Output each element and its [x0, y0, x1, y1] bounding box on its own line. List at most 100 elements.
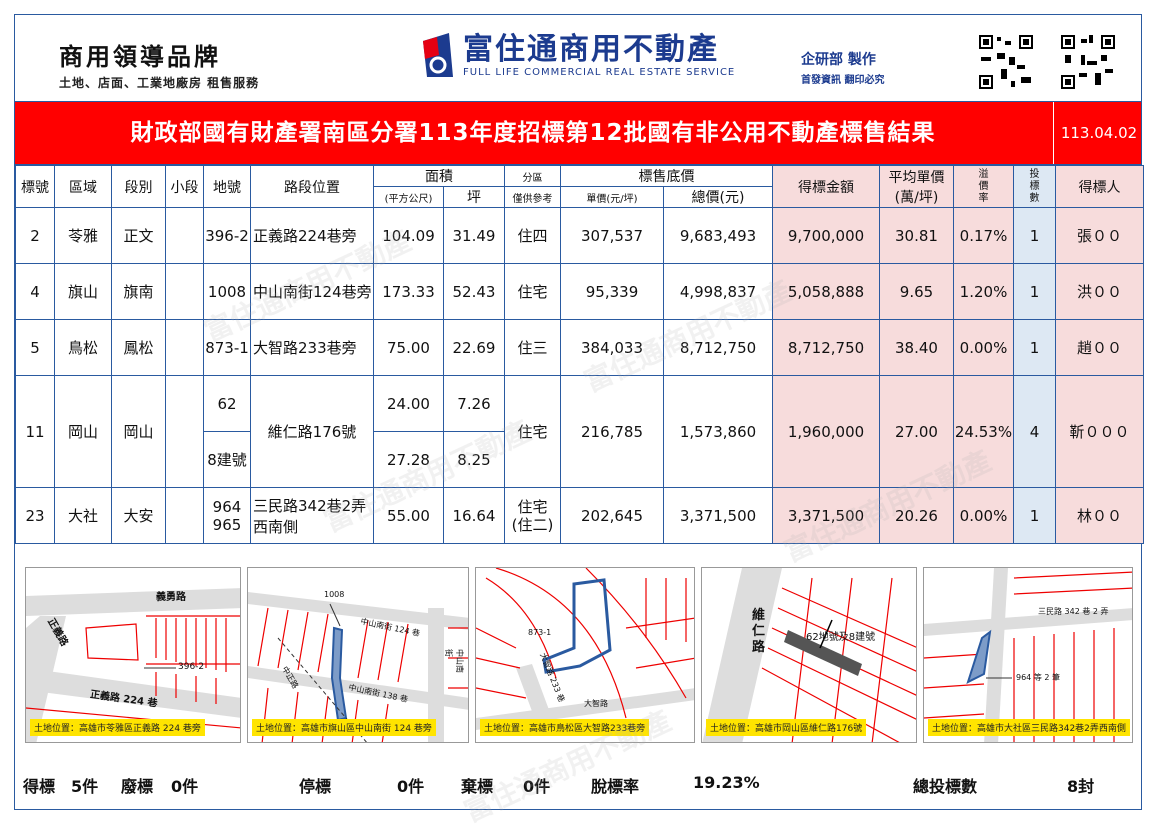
- header-road: 路段位置: [250, 165, 374, 208]
- table-header-row: 標號 區域 段別 小段 地號 路段位置 面積 分區 標售底價 得標金額 平均單價…: [15, 165, 1144, 208]
- header-no: 標號: [15, 165, 55, 208]
- map-panel[interactable]: 義勇路 正義路 396-2 正義路 224 巷 土地位置：高雄市苓雅區正義路 2…: [25, 567, 241, 743]
- cell-no: 23: [15, 487, 55, 544]
- cell-lot-line: 964: [212, 497, 242, 516]
- cell-subsection: [165, 487, 204, 544]
- cell-unit-price: 384,033: [560, 319, 664, 376]
- cell-won-amount: 8,712,750: [772, 319, 880, 376]
- company-logo-icon: [419, 31, 457, 79]
- title-bar: 財政部國有財產署南區分署113年度招標第12批國有非公用不動產標售結果 113.…: [15, 101, 1141, 165]
- summary-abandon-count: 0件: [523, 777, 551, 796]
- cell-lot: 62: [203, 375, 251, 432]
- map-road-label: 義勇路: [156, 592, 186, 603]
- cell-sqm: 75.00: [373, 319, 444, 376]
- cell-lot-line: 965: [212, 515, 242, 534]
- header-avg-price: 平均單價 (萬/坪): [879, 165, 954, 208]
- cell-premium: 0.17%: [953, 207, 1014, 264]
- cell-premium: 0.00%: [953, 487, 1014, 544]
- cell-premium: 24.53%: [953, 375, 1014, 488]
- cell-no: 11: [15, 375, 55, 488]
- table-row: 8建號 27.28 8.25: [16, 431, 1144, 488]
- header-section: 段別: [111, 165, 166, 208]
- summary-void-count: 0件: [171, 777, 199, 796]
- map-panel[interactable]: 873-1 大智路 233 巷 大智路 土地位置：高雄市鳥松區大智路233巷旁: [475, 567, 695, 743]
- cell-lot: 8建號: [203, 431, 251, 488]
- report-frame: 商用領導品牌 土地、店面、工業地廠房 租售服務 富住通商用不動產 FULL LI…: [14, 14, 1144, 829]
- cell-sqm: 55.00: [373, 487, 444, 544]
- auction-results-table: 標號 區域 段別 小段 地號 路段位置 面積 分區 標售底價 得標金額 平均單價…: [15, 165, 1144, 544]
- map-road-label: 中山南街: [444, 649, 464, 673]
- brand-center-name: 富住通商用不動產: [463, 31, 719, 67]
- cell-no: 2: [15, 207, 55, 264]
- map-panel[interactable]: 三民路 342 巷 2 弄 964 等 2 筆 土地位置：高雄市大社區三民路34…: [923, 567, 1133, 743]
- cell-section: 大安: [111, 487, 166, 544]
- cell-bids: 1: [1013, 487, 1056, 544]
- header-base-price: 標售底價: [560, 165, 773, 187]
- cell-bids: 1: [1013, 207, 1056, 264]
- cell-total-price: 9,683,493: [663, 207, 773, 264]
- cell-zone: 住宅 (住二): [504, 487, 561, 544]
- cell-winner: 洪００: [1055, 263, 1144, 320]
- table-row: 23 大社 大安 964 965 三民路342巷2弄西南側 55.00 16.6…: [15, 487, 1144, 544]
- cell-winner: 張００: [1055, 207, 1144, 264]
- brand-left-title: 商用領導品牌: [59, 43, 221, 71]
- map-lot-label: 873-1: [528, 628, 552, 637]
- cell-total-price: 1,573,860: [663, 375, 773, 488]
- summary-won-count: 5件: [71, 777, 99, 796]
- report-date: 113.04.02: [1053, 102, 1144, 164]
- header-bids: 投 標 數: [1013, 165, 1056, 208]
- map-lot-label: 62地號及8建號: [806, 632, 876, 643]
- cell-road: 中山南街124巷旁: [250, 263, 374, 320]
- cell-unit-price: 202,645: [560, 487, 664, 544]
- cell-no: 4: [15, 263, 55, 320]
- brand-left-subtitle: 土地、店面、工業地廠房 租售服務: [59, 76, 260, 90]
- cell-avg-price: 30.81: [879, 207, 954, 264]
- brand-center-english: FULL LIFE COMMERCIAL REAL ESTATE SERVICE: [463, 66, 736, 78]
- cell-section: 鳳松: [111, 319, 166, 376]
- table-row: 5 鳥松 鳳松 873-1 大智路233巷旁 75.00 22.69 住三 38…: [15, 319, 1144, 376]
- cell-avg-price: 9.65: [879, 263, 954, 320]
- cell-road: 大智路233巷旁: [250, 319, 374, 376]
- qr-code-icon[interactable]: [1059, 33, 1117, 91]
- header-premium: 溢 價 率: [953, 165, 1014, 208]
- cell-subsection: [165, 375, 204, 488]
- cell-won-amount: 3,371,500: [772, 487, 880, 544]
- map-caption: 土地位置：高雄市大社區三民路342巷2弄西南側: [928, 719, 1130, 736]
- cell-road: 維仁路176號: [250, 375, 374, 488]
- cell-won-amount: 1,960,000: [772, 375, 880, 488]
- cell-bids: 4: [1013, 375, 1056, 488]
- summary-stop-count: 0件: [397, 777, 425, 796]
- map-caption: 土地位置：高雄市苓雅區正義路 224 巷旁: [30, 719, 205, 736]
- map-panel[interactable]: 1008 中山南街 124 巷 中山南街 中山南街 138 巷 中正路 土地位置…: [247, 567, 469, 743]
- header-bids-char: 數: [1029, 192, 1040, 204]
- cell-avg-price: 38.40: [879, 319, 954, 376]
- cell-bids: 1: [1013, 319, 1056, 376]
- header-winner: 得標人: [1055, 165, 1144, 208]
- header-premium-char: 率: [978, 192, 989, 204]
- summary-total-value: 8封: [1067, 777, 1095, 796]
- header-lot: 地號: [203, 165, 251, 208]
- cell-premium: 1.20%: [953, 263, 1014, 320]
- summary-won-label: 得標: [23, 777, 56, 796]
- cell-lot: 1008: [203, 263, 251, 320]
- map-road-label: 大智路: [584, 699, 608, 708]
- header-subsection: 小段: [165, 165, 204, 208]
- summary-void-label: 廢標: [121, 777, 154, 796]
- map-panel[interactable]: 維仁路 62地號及8建號 土地位置：高雄市岡山區維仁路176號: [701, 567, 917, 743]
- cell-area: 旗山: [54, 263, 112, 320]
- cell-road: 三民路342巷2弄西南側: [250, 487, 374, 544]
- summary-abandon-label: 棄標: [461, 777, 494, 796]
- map-road-label: 維仁路: [752, 608, 766, 655]
- cell-subsection: [165, 263, 204, 320]
- header-ping: 坪: [443, 186, 505, 208]
- map-caption: 土地位置：高雄市鳥松區大智路233巷旁: [480, 719, 650, 736]
- cell-ping: 52.43: [443, 263, 505, 320]
- producer-label: 企研部 製作: [801, 52, 876, 68]
- report-title: 財政部國有財產署南區分署113年度招標第12批國有非公用不動產標售結果: [130, 120, 936, 146]
- map-road-label: 三民路 342 巷 2 弄: [1038, 607, 1109, 616]
- cell-total-price: 3,371,500: [663, 487, 773, 544]
- cell-no: 5: [15, 319, 55, 376]
- qr-code-icon[interactable]: [977, 33, 1035, 91]
- cell-zone: 住三: [504, 319, 561, 376]
- cell-zone-line: 住宅: [517, 497, 548, 516]
